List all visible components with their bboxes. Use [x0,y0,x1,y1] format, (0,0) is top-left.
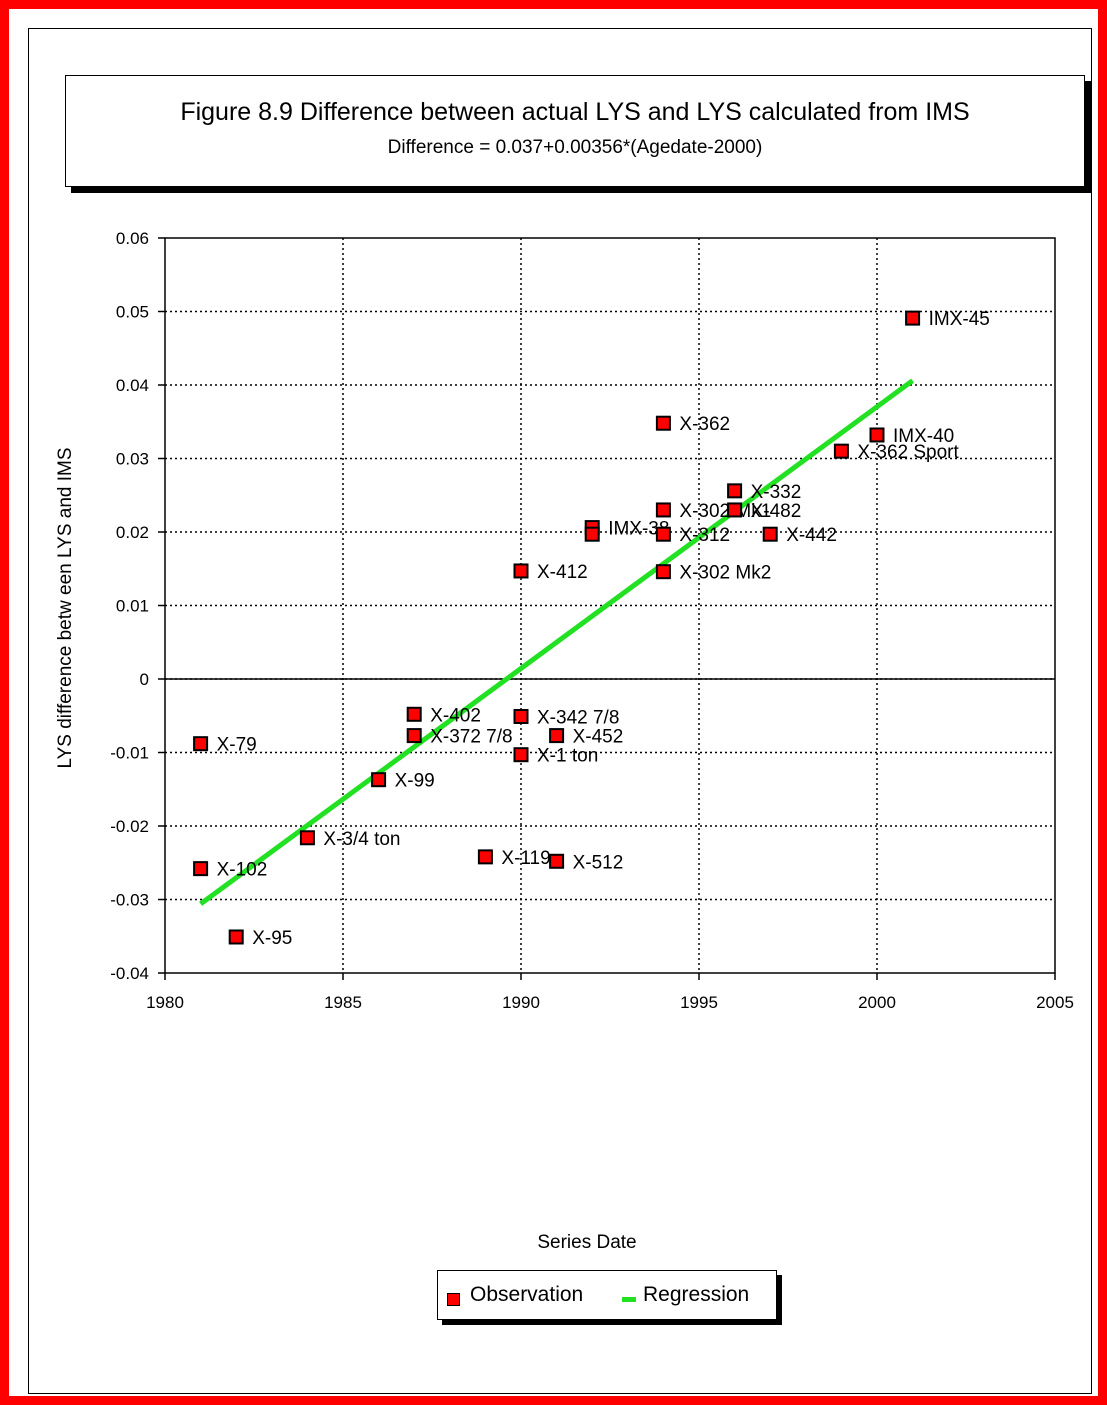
observation-point [193,861,209,877]
observation-point [406,728,422,744]
y-tick-label: 0.04 [116,376,149,395]
y-tick-label: 0.05 [116,303,149,322]
y-tick-label: 0.03 [116,450,149,469]
legend: Observation Regression [437,1270,777,1320]
observation-point [655,502,671,518]
point-label: X-95 [252,928,292,949]
point-label: X-512 [573,852,624,873]
observation-point [477,849,493,865]
observation-point [549,853,565,869]
point-label: X-332 [751,482,802,503]
point-label: X-482 [751,501,802,522]
x-tick-label: 2005 [1036,993,1074,1012]
y-tick-label: 0.02 [116,523,149,542]
point-label: X-362 [679,414,730,435]
point-label: X-119 [501,848,550,869]
x-axis-title: Series Date [537,1232,636,1253]
x-tick-label: 1980 [146,993,184,1012]
x-tick-label: 1990 [502,993,540,1012]
point-label: IMX-40 [893,426,954,447]
regression-legend-label: Regression [643,1283,750,1306]
point-label: X-302 Mk2 [679,563,771,584]
observation-point [549,728,565,744]
observation-point [655,415,671,431]
y-axis-title: LYS difference betw een LYS and IMS [55,447,76,768]
point-label: X-302 Mk1 [679,501,771,522]
y-tick-label: -0.01 [110,744,149,763]
y-tick-label: 0.06 [116,229,149,248]
point-label: X-342 7/8 [537,707,619,728]
observation-point [762,526,778,542]
y-tick-label: 0 [140,670,149,689]
point-label: X-102 [217,860,268,881]
y-tick-label: 0.01 [116,597,149,616]
point-label: X-442 [786,525,837,546]
observation-point [869,427,885,443]
point-label: IMX-38 [608,519,669,540]
inner-chart-frame [28,28,1092,1394]
observation-point [584,526,600,542]
observation-point [228,929,244,945]
point-label: X-312 [679,525,730,546]
chart-title: Figure 8.9 Difference between actual LYS… [180,98,970,126]
point-label: X-412 [537,562,588,583]
observation-point [513,563,529,579]
observation-point [513,747,529,763]
point-label: X-3/4 ton [323,829,400,850]
observation-point [513,708,529,724]
x-tick-label: 2000 [858,993,896,1012]
observation-point [193,736,209,752]
x-tick-label: 1995 [680,993,718,1012]
chart-subtitle: Difference = 0.037+0.00356*(Agedate-2000… [387,137,763,158]
point-label: X-402 [430,705,481,726]
y-tick-label: -0.04 [110,964,149,983]
point-label: X-79 [217,735,257,756]
observation-point [299,830,315,846]
regression-legend-marker [622,1297,636,1302]
chart-title-box: Figure 8.9 Difference between actual LYS… [65,75,1085,187]
regression-line [199,378,915,906]
observation-point [371,772,387,788]
observation-point [655,564,671,580]
point-label: X-362 Sport [857,442,959,463]
observation-point [406,706,422,722]
point-label: X-1 ton [537,746,598,767]
observation-legend-marker [447,1293,460,1306]
observation-point [727,483,743,499]
observation-point [833,443,849,459]
observation-point [727,502,743,518]
observation-point [655,526,671,542]
axis-ticks: 1980 1985 1990 1995 2000 2005 0.06 0.05 0.04 0.03… [110,229,1074,1012]
y-tick-label: -0.02 [110,817,149,836]
observation-point [905,310,921,326]
x-tick-label: 1985 [324,993,362,1012]
point-label: X-372 7/8 [430,727,512,748]
point-label: X-99 [395,771,435,792]
y-tick-label: -0.03 [110,891,149,910]
observation-legend-label: Observation [470,1283,584,1306]
point-label: IMX-45 [929,309,990,330]
point-label: X-452 [573,727,624,748]
